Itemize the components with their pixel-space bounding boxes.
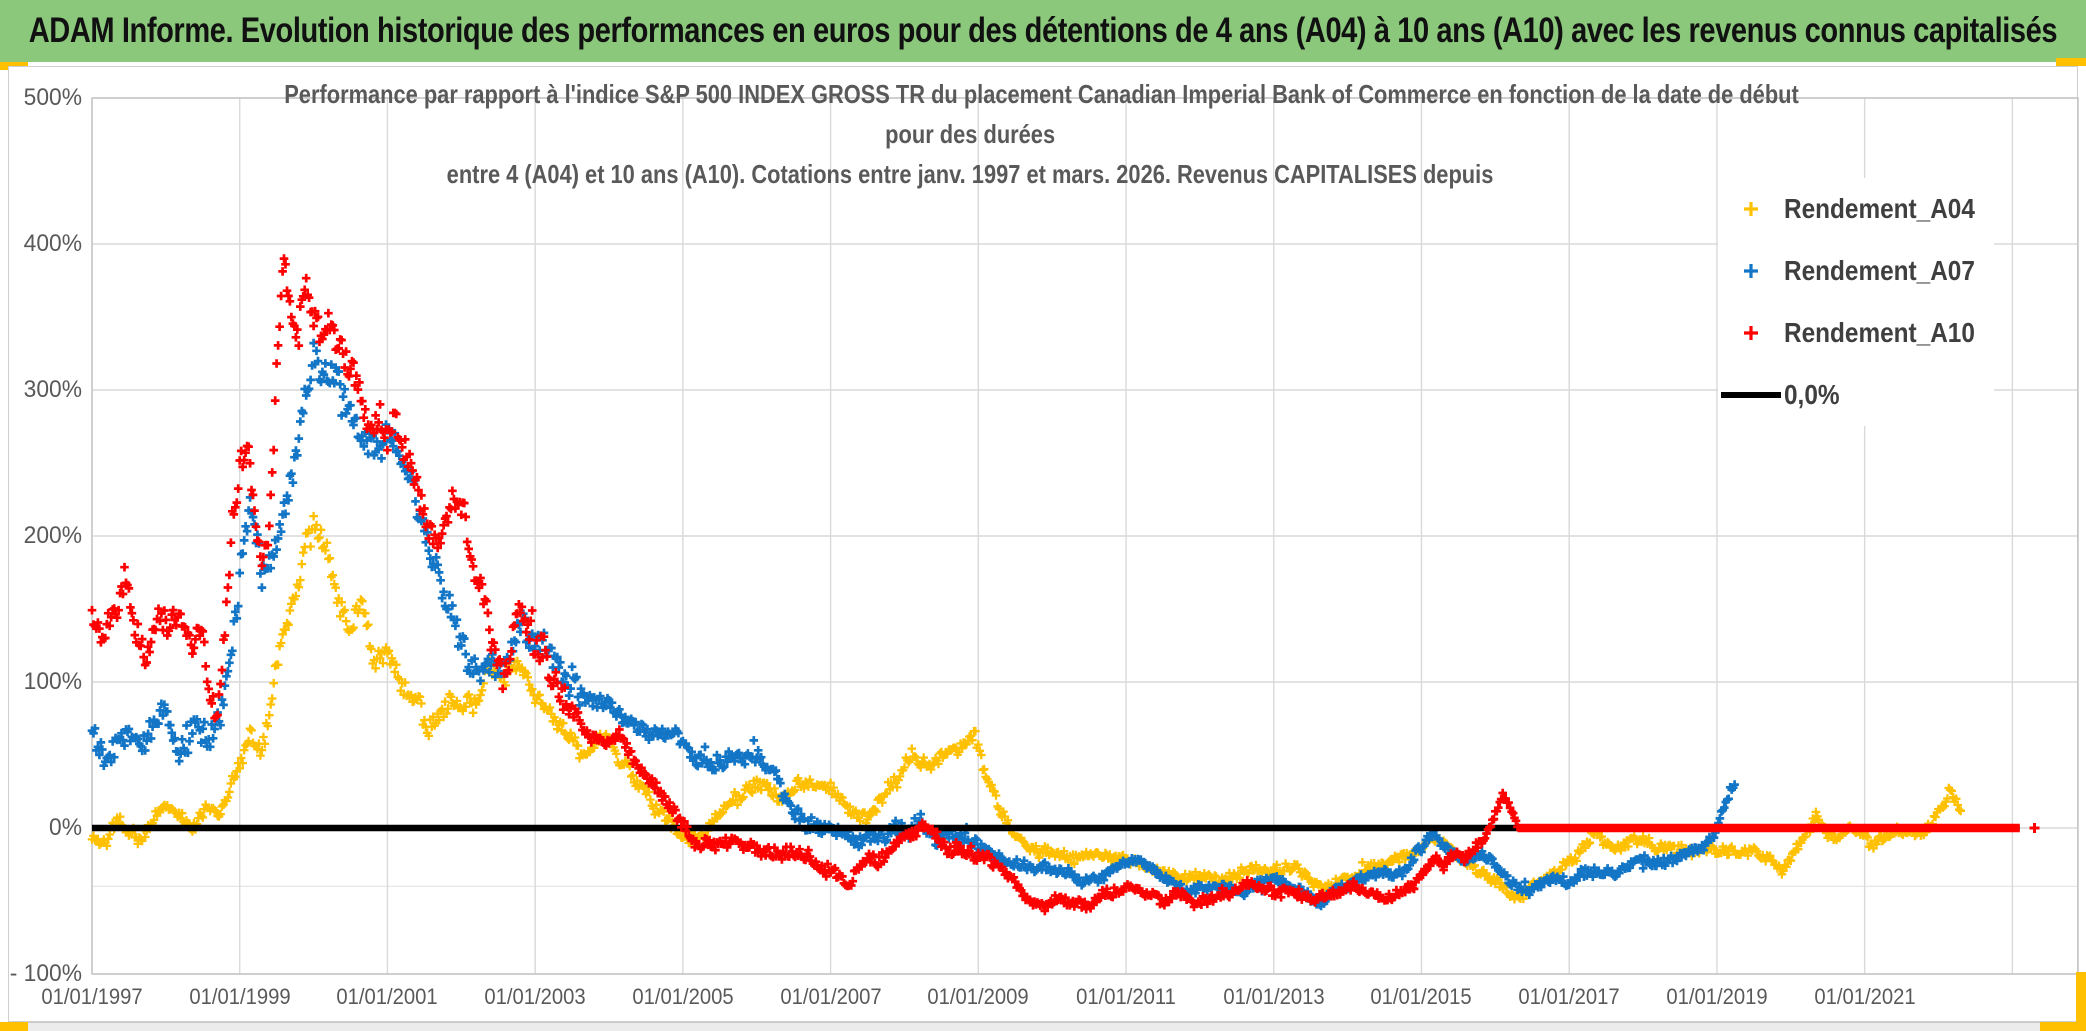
app-header-title: ADAM Informe. Evolution historique des p… [28, 11, 2058, 50]
legend-item-label: Rendement_A10 [1784, 317, 1975, 348]
legend-item-rendement-a04[interactable]: Rendement_A04 [1718, 178, 1994, 240]
y-axis-tick-label: 200% [23, 522, 83, 549]
legend-item-label: Rendement_A04 [1784, 193, 1975, 224]
y-axis-tick-label: 300% [23, 376, 83, 403]
bottom-strip [0, 1022, 2086, 1031]
accent-top-right [2056, 58, 2086, 66]
plus-marker-icon [1718, 199, 1784, 219]
x-axis-tick-label: 01/01/2007 [779, 984, 882, 1009]
chart-title-line-3: entre 4 (A04) et 10 ans (A10). Cotations… [446, 159, 1494, 189]
x-axis-tick-label: 01/01/2017 [1518, 984, 1620, 1009]
legend-item-0-0-[interactable]: 0,0% [1718, 364, 1994, 426]
x-axis-tick-label: 01/01/2013 [1223, 984, 1325, 1009]
app-header: ADAM Informe. Evolution historique des p… [0, 0, 2086, 62]
scatter-series-rendement-a10[interactable] [87, 254, 1522, 916]
scatter-series-rendement-a04[interactable] [87, 511, 1965, 904]
x-axis-tick-label: 01/01/2005 [632, 984, 734, 1009]
x-axis-tick-label: 01/01/1999 [189, 984, 291, 1009]
chart-legend: Rendement_A04 Rendement_A07 Rendement_A10 0… [1718, 178, 1994, 426]
y-axis-tick-label: 100% [23, 668, 83, 695]
x-axis-tick-label: 01/01/2003 [484, 984, 586, 1009]
y-axis-tick-label: 400% [23, 230, 83, 257]
zero-line-icon [1718, 392, 1784, 398]
plot-border [91, 97, 2079, 975]
chart-title-line-2: pour des durées [885, 119, 1055, 149]
x-axis-tick-label: 01/01/2001 [336, 984, 439, 1009]
x-axis-tick-label: 01/01/2019 [1666, 984, 1768, 1009]
legend-item-rendement-a10[interactable]: Rendement_A10 [1718, 302, 1994, 364]
x-axis-tick-label: 01/01/2015 [1370, 984, 1473, 1009]
accent-bottom-left [0, 1022, 28, 1031]
x-axis-tick-label: 01/01/2009 [927, 984, 1029, 1009]
x-axis-tick-label: 01/01/2021 [1813, 984, 1916, 1009]
accent-right-bar [2076, 972, 2086, 1031]
accent-bottom-right [2040, 1022, 2086, 1031]
y-axis-tick-label: 0% [49, 814, 82, 841]
x-axis-tick-label: 01/01/2011 [1076, 984, 1176, 1009]
chart-title-line-1: Performance par rapport à l'indice S&P 5… [284, 79, 1799, 109]
chart-title: Performance par rapport à l'indice S&P 5… [140, 74, 1800, 194]
y-axis-tick-label: - 100% [9, 960, 83, 987]
legend-item-label: Rendement_A07 [1784, 255, 1975, 286]
y-axis-tick-label: 500% [23, 84, 83, 111]
plus-marker-icon [1718, 261, 1784, 281]
flat-line-end-marker [2029, 823, 2040, 833]
plus-marker-icon [1718, 323, 1784, 343]
legend-item-label: 0,0% [1784, 379, 1840, 410]
x-axis-tick-label: 01/01/1997 [41, 984, 143, 1009]
legend-item-rendement-a07[interactable]: Rendement_A07 [1718, 240, 1994, 302]
